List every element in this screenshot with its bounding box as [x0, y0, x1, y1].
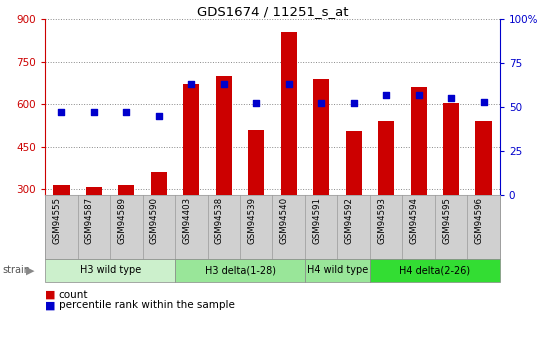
Text: GSM94596: GSM94596 — [475, 197, 484, 244]
Point — [447, 95, 455, 101]
Text: H4 delta(2-26): H4 delta(2-26) — [399, 265, 470, 275]
Bar — [443, 103, 459, 274]
Text: GSM94592: GSM94592 — [345, 197, 353, 244]
Bar — [248, 130, 264, 274]
Text: strain: strain — [3, 265, 31, 275]
Point — [285, 81, 293, 87]
Text: GSM94540: GSM94540 — [280, 197, 289, 244]
Bar — [53, 185, 69, 274]
Text: GSM94593: GSM94593 — [377, 197, 386, 244]
Bar — [476, 121, 492, 274]
Point — [317, 101, 325, 106]
Text: GSM94591: GSM94591 — [312, 197, 321, 244]
Point — [414, 92, 423, 97]
Bar — [378, 121, 394, 274]
Point — [90, 109, 98, 115]
Bar — [313, 79, 329, 274]
Point — [479, 99, 488, 105]
Point — [57, 109, 66, 115]
Text: percentile rank within the sample: percentile rank within the sample — [59, 300, 235, 310]
Bar — [281, 32, 297, 274]
Text: GSM94403: GSM94403 — [182, 197, 192, 244]
Point — [252, 101, 260, 106]
Text: GSM94587: GSM94587 — [85, 197, 94, 244]
Text: GSM94555: GSM94555 — [52, 197, 61, 244]
Text: GSM94594: GSM94594 — [409, 197, 419, 244]
Bar — [118, 185, 134, 274]
Point — [220, 81, 228, 87]
Text: GSM94590: GSM94590 — [150, 197, 159, 244]
Bar — [216, 76, 232, 274]
Text: GSM94589: GSM94589 — [117, 197, 126, 244]
Bar — [86, 187, 102, 274]
Text: ■: ■ — [45, 290, 56, 300]
Text: GSM94538: GSM94538 — [215, 197, 224, 244]
Text: count: count — [59, 290, 88, 300]
Point — [122, 109, 131, 115]
Text: GSM94595: GSM94595 — [442, 197, 451, 244]
Point — [382, 92, 391, 97]
Point — [154, 113, 163, 119]
Point — [349, 101, 358, 106]
Title: GDS1674 / 11251_s_at: GDS1674 / 11251_s_at — [197, 5, 348, 18]
Text: H4 wild type: H4 wild type — [307, 265, 368, 275]
Point — [187, 81, 196, 87]
Bar — [345, 131, 362, 274]
Text: ▶: ▶ — [26, 265, 34, 275]
Bar — [183, 84, 200, 274]
Text: ■: ■ — [45, 300, 56, 310]
Text: GSM94539: GSM94539 — [247, 197, 256, 244]
Bar — [151, 172, 167, 274]
Text: H3 delta(1-28): H3 delta(1-28) — [204, 265, 275, 275]
Bar — [410, 87, 427, 274]
Text: H3 wild type: H3 wild type — [80, 265, 141, 275]
